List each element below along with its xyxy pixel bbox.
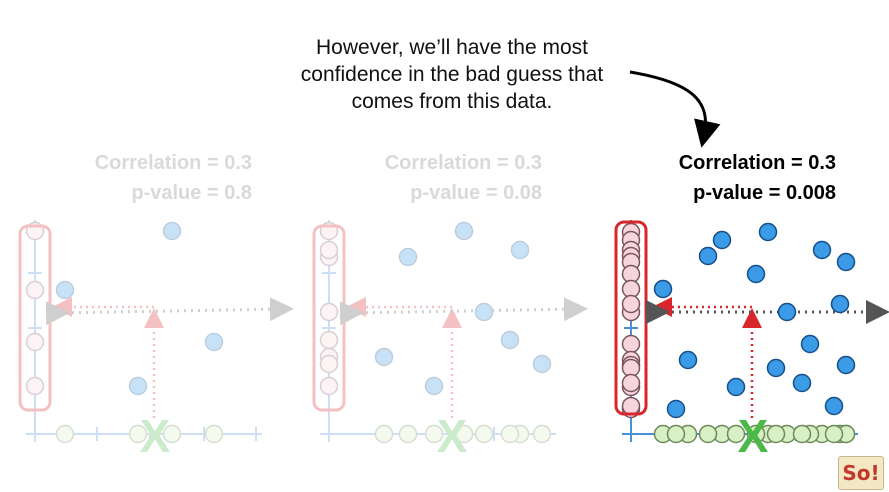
p2-data-point [532, 354, 552, 374]
p3-data-point [746, 264, 766, 284]
p2-data-point [474, 302, 494, 322]
p3-data-point [726, 377, 746, 397]
p1-y-projection-point [25, 376, 45, 396]
caption-line-1: However, we’ll have the most [316, 36, 588, 59]
p1-x-projection-point [128, 424, 148, 444]
p2-data-point [424, 376, 444, 396]
p2-y-projection-point [319, 221, 339, 241]
p2-data-point [454, 221, 474, 241]
panel-3-correlation: Correlation = 0.3 [678, 152, 836, 174]
p3-data-point [836, 252, 856, 272]
p2-y-projection-point [319, 302, 339, 322]
p2-y-projection-point [319, 247, 339, 267]
panel-1-y-projections [25, 221, 45, 396]
p2-data-point [374, 347, 394, 367]
p3-data-point [666, 399, 686, 419]
p1-data-point [204, 332, 224, 352]
p2-x-projection-point [500, 424, 520, 444]
p1-y-projection-point [25, 332, 45, 352]
panel-2-y-projections [319, 221, 339, 396]
p2-data-point [500, 330, 520, 350]
p3-data-point [830, 294, 850, 314]
p3-data-point [758, 222, 778, 242]
p3-data-point [678, 350, 698, 370]
panel-1-x-marker: X [140, 410, 171, 462]
p2-y-projection-point [319, 347, 339, 367]
p1-y-projection-point [25, 280, 45, 300]
panel-1-x-projections [55, 424, 224, 444]
panel-2-plot: X [312, 220, 588, 462]
p1-x-projection-point [55, 424, 75, 444]
panel-2-x-projections [374, 424, 552, 444]
p3-data-point [800, 334, 820, 354]
p2-y-projection-point [319, 330, 339, 350]
panel-1-stats: Correlation = 0.3 p-value = 0.8 [40, 148, 252, 208]
p2-x-projection-point [454, 424, 474, 444]
p3-x-projection-point [726, 424, 746, 444]
p3-y-projection-point [621, 373, 641, 393]
p3-data-point [653, 279, 673, 299]
p3-data-point [698, 246, 718, 266]
p3-data-point [712, 230, 732, 250]
p3-data-point [836, 355, 856, 375]
p2-x-projection-point [424, 424, 444, 444]
panel-3-x-marker: X [738, 410, 769, 462]
panel-2-regression-line [339, 297, 588, 326]
statquest-logo: So! [838, 456, 884, 490]
p2-y-projection-point [319, 376, 339, 396]
caption-line-3: comes from this data. [351, 90, 553, 113]
p3-data-point [812, 240, 832, 260]
panel-2-stats: Correlation = 0.3 p-value = 0.08 [330, 148, 542, 208]
p3-x-projection-point [824, 424, 844, 444]
p1-y-projection-point [25, 221, 45, 241]
p3-x-projection-point [766, 424, 786, 444]
p3-data-point [777, 302, 797, 322]
panel-2-points [374, 221, 552, 396]
p2-x-projection-point [398, 424, 418, 444]
panel-3-y-projections [621, 222, 641, 419]
p3-data-point [824, 396, 844, 416]
p2-data-point [398, 247, 418, 267]
p3-x-projection-point [792, 424, 812, 444]
p3-data-point [766, 358, 786, 378]
pointer-arrow [629, 70, 721, 148]
caption-line-2: confidence in the bad guess that [300, 63, 604, 86]
panel-1-plot: X [18, 220, 294, 462]
p1-data-point [128, 376, 148, 396]
p2-x-projection-point [510, 424, 530, 444]
p3-y-projection-point [621, 396, 641, 416]
p2-x-projection-point [374, 424, 394, 444]
panel-1-points [55, 221, 224, 396]
panel-1-correlation: Correlation = 0.3 [94, 152, 252, 174]
p1-x-projection-point [204, 424, 224, 444]
panel-1-pvalue: p-value = 0.8 [131, 182, 252, 204]
p3-y-projection-point [621, 294, 641, 314]
caption: However, we’ll have the most confidence … [262, 34, 642, 115]
panel-3-plot: X [614, 220, 889, 462]
p2-y-projection-point [319, 240, 339, 260]
panel-2-pvalue: p-value = 0.08 [410, 182, 542, 204]
p2-x-projection-point [474, 424, 494, 444]
p2-x-projection-point [532, 424, 552, 444]
p2-y-projection-point [319, 354, 339, 374]
panel-3-stats: Correlation = 0.3 p-value = 0.008 [624, 148, 836, 208]
p3-x-projection-point [698, 424, 718, 444]
p3-x-projection-point [746, 424, 766, 444]
panel-2-correlation: Correlation = 0.3 [384, 152, 542, 174]
panel-3-points [653, 222, 856, 419]
p3-x-projection-point [666, 424, 686, 444]
p1-data-point [162, 221, 182, 241]
p3-data-point [792, 373, 812, 393]
p3-y-projection-point [621, 334, 641, 354]
p1-data-point [55, 280, 75, 300]
p1-x-projection-point [162, 424, 182, 444]
panel-3-x-projections [653, 424, 856, 444]
panel-3-pvalue: p-value = 0.008 [693, 182, 836, 204]
panel-1-regression-line [45, 297, 294, 326]
p2-data-point [510, 240, 530, 260]
panel-2-x-marker: X [437, 410, 468, 462]
